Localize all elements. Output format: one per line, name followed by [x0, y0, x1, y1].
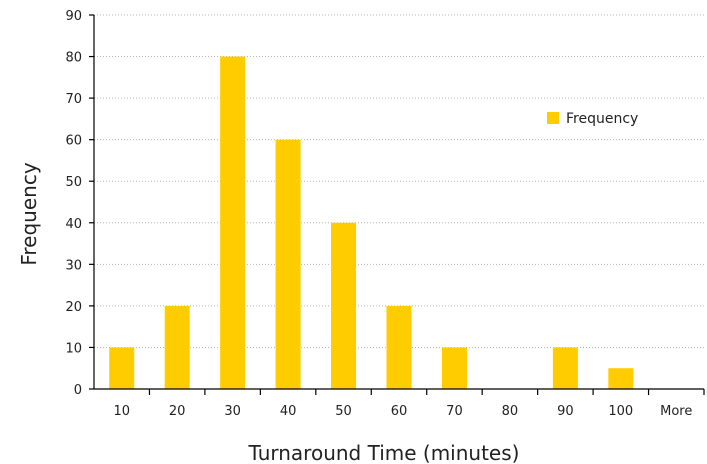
- y-tick-label: 20: [65, 300, 82, 315]
- y-tick-label: 80: [65, 51, 82, 66]
- bars: [109, 56, 634, 390]
- y-tick-label: 60: [65, 134, 82, 149]
- y-tick-label: 90: [65, 9, 82, 24]
- y-tick-labels: 0 10 20 30 40 50 60 70 80 90: [65, 9, 82, 398]
- axes: [89, 14, 705, 395]
- x-tick-labels: 10 20 30 40 50 60 70 80 90 100 More: [113, 404, 692, 419]
- bar: [608, 368, 634, 389]
- x-tick-label: 60: [391, 404, 408, 419]
- legend-swatch: [547, 112, 559, 124]
- x-tick-label: 90: [557, 404, 574, 419]
- x-axis-title: Turnaround Time (minutes): [248, 441, 520, 464]
- bar: [164, 305, 190, 389]
- bar: [275, 139, 301, 389]
- x-tick-label: 70: [446, 404, 463, 419]
- y-tick-label: 40: [65, 217, 82, 232]
- y-tick-label: 10: [65, 341, 82, 356]
- y-axis-title: Frequency: [17, 162, 41, 265]
- y-tick-label: 50: [65, 175, 82, 190]
- x-tick-label: 80: [502, 404, 519, 419]
- x-tick-label: 30: [224, 404, 241, 419]
- x-tick-label: 20: [169, 404, 186, 419]
- legend-label: Frequency: [566, 111, 638, 127]
- bar: [109, 347, 135, 389]
- y-tick-label: 70: [65, 92, 82, 107]
- bar: [552, 347, 578, 389]
- bar: [386, 305, 412, 389]
- legend: Frequency: [547, 111, 638, 127]
- x-tick-label: 40: [280, 404, 297, 419]
- bar: [441, 347, 467, 389]
- y-tick-label: 30: [65, 258, 82, 273]
- bar: [331, 222, 357, 389]
- x-tick-label: 50: [335, 404, 352, 419]
- y-tick-label: 0: [74, 383, 82, 398]
- x-tick-label: 100: [608, 404, 633, 419]
- bar: [220, 56, 246, 390]
- gridlines: [94, 14, 704, 348]
- x-tick-label: 10: [113, 404, 130, 419]
- x-tick-label: More: [660, 404, 692, 419]
